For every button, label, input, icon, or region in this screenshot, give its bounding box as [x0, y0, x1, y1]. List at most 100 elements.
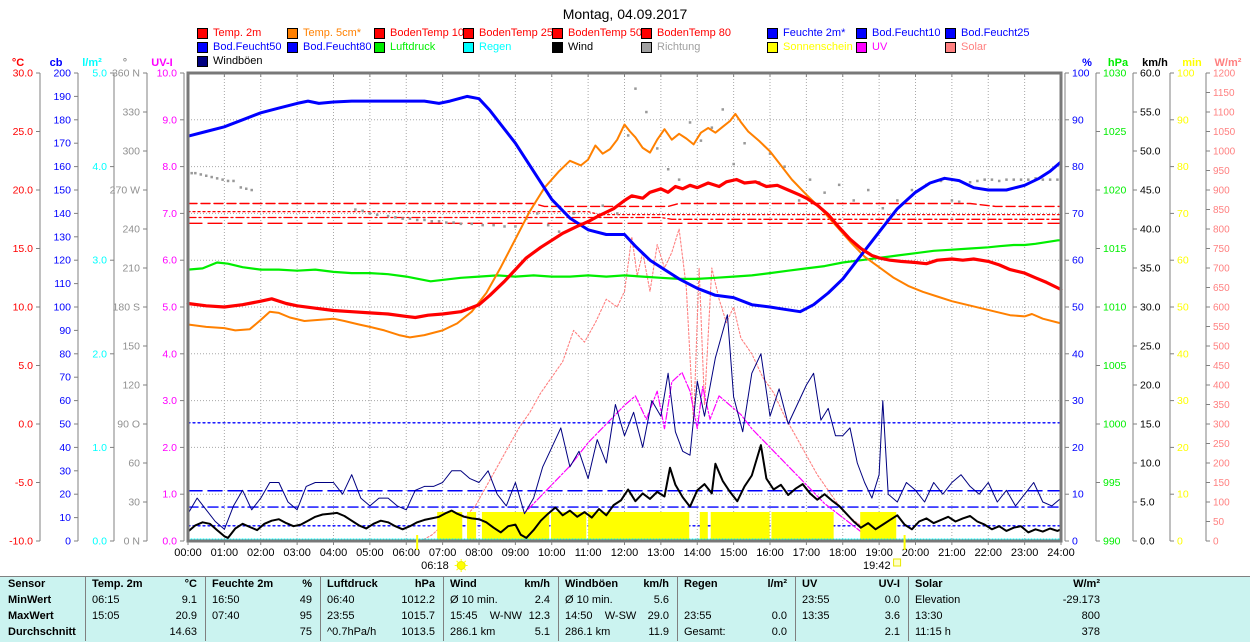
cell-value: 5.6 — [653, 594, 669, 606]
axis-tick-label: 30 — [1177, 395, 1189, 407]
axis-tick-label: 4.0 — [162, 348, 177, 360]
axis-tick-label: 0 — [1213, 537, 1219, 548]
x-axis: 00:00 01:00 02:00 03:00 04:00 05:00 06:00 07:00… — [174, 73, 1075, 559]
page-title: Montag, 04.09.2017 — [562, 6, 688, 22]
axis-tick-label: 330 — [122, 107, 140, 119]
legend-label: Wind — [568, 41, 594, 53]
axis-tick-label: -5.0 — [15, 477, 33, 489]
dot — [957, 200, 961, 203]
dot — [1005, 178, 1008, 181]
x-tick-label: 15:00 — [720, 547, 748, 559]
legend-swatch-icon — [197, 42, 208, 53]
cell-value: UV-I — [878, 578, 900, 590]
bar — [771, 511, 834, 540]
legend-swatch-icon — [374, 28, 385, 39]
dot — [710, 126, 714, 129]
cell-label: Ø 10 min. — [565, 594, 613, 606]
cell-feuchte-2m: Feuchte 2m% — [205, 577, 320, 593]
bar — [710, 511, 770, 540]
cell-label: Luftdruck — [327, 578, 378, 590]
cell-luftdruck: 06:40 1012.2 — [320, 593, 443, 609]
dot — [354, 208, 357, 211]
axis-title-pct: % — [1082, 57, 1092, 69]
cell-value: km/h — [524, 578, 550, 590]
series-line — [186, 239, 1063, 283]
cell-value: l/m² — [767, 578, 787, 590]
cell-regen: Gesamt: 0.0 — [677, 625, 795, 641]
series-temp2m — [186, 177, 1063, 320]
series-uv — [187, 371, 1062, 542]
series-line — [187, 210, 1062, 216]
dot — [997, 179, 1001, 183]
cell-label: Feuchte 2m — [212, 578, 274, 590]
dot — [452, 221, 455, 224]
cell-value: 11.9 — [648, 626, 669, 638]
x-tick-label: 09:00 — [502, 547, 530, 559]
series-line — [187, 314, 1062, 530]
axis-tick-label: 7.0 — [162, 208, 177, 220]
axis-tick-label: 150 — [122, 341, 140, 353]
dot — [688, 121, 692, 124]
x-tick-label: 16:00 — [756, 547, 784, 559]
x-tick-label: 18:00 — [829, 547, 857, 559]
row-header: MinWert — [8, 594, 52, 606]
x-tick-label: 01:00 — [211, 547, 239, 559]
axis-dir: ° 0 N 30 60 90 O 120 150 180 S 210 240 270 W 300 330… — [110, 57, 148, 548]
cell-uv: 2.1 — [795, 625, 908, 641]
dot — [808, 178, 812, 181]
series-line — [187, 371, 1062, 542]
legend-item-wind: Wind — [552, 42, 593, 53]
cell-label: 13:35 — [802, 610, 830, 622]
x-tick-label: 10:00 — [538, 547, 566, 559]
legend-label: Feuchte 2m* — [783, 27, 846, 39]
series-temp5cm — [187, 112, 1062, 339]
cell-value: 14.63 — [169, 626, 197, 638]
cell-regen: 23:55 0.0 — [677, 609, 795, 625]
dot — [415, 218, 419, 222]
legend-swatch-icon — [767, 28, 778, 39]
axis-tick-label: 60 — [59, 395, 71, 407]
axis-tick-label: 90 — [59, 325, 71, 337]
cell-value: 378 — [1081, 626, 1100, 638]
dot — [783, 165, 786, 168]
axis-tick-label: 1050 — [1213, 127, 1236, 138]
axis-uvi: UV-I 0.0 1.0 2.0 3.0 4.0 5.0 6.0 7.0 8.0 9.0 10.0 — [151, 57, 185, 548]
axis-tick-label: 40 — [1072, 348, 1084, 360]
cell-label: Temp. 2m — [92, 578, 143, 590]
bar — [588, 511, 690, 540]
cell-label: ^0.7hPa/h — [327, 626, 377, 638]
cell-wind: Wind km/h — [443, 577, 558, 593]
axis-tick-label: 80 — [1177, 161, 1189, 173]
dot — [677, 178, 681, 181]
bar — [860, 511, 897, 540]
cell-solar: Solar W/m² — [908, 577, 1250, 593]
x-tick-label: 02:00 — [247, 547, 275, 559]
axis-tick-label: 6.0 — [162, 255, 177, 267]
dot — [721, 108, 725, 111]
table-row: MinWert 06:15 9.1 16:50 49 06:40 1012.2 Ø 10 mi… — [0, 593, 1250, 609]
legend-item-bodentemp-80: BodenTemp 80 — [641, 28, 731, 39]
legend-label: UV — [872, 41, 888, 53]
dot — [743, 142, 746, 145]
axis-tick-label: 70 — [1072, 208, 1084, 220]
axis-tick-label: 50 — [1177, 302, 1189, 314]
legend-item-richtung: Richtung — [641, 42, 700, 53]
dot — [656, 147, 659, 150]
cell-label: 286.1 km — [450, 626, 496, 638]
axis-degc: °C -10.0 -5.0 0.0 5.0 10.0 15.0 20.0 25.0 30.0 — [9, 57, 41, 548]
axis-tick-label: 80 — [59, 348, 71, 360]
cell-value: 1013.5 — [401, 626, 435, 638]
dot — [361, 209, 364, 213]
axis-tick-label: 500 — [1213, 342, 1230, 353]
cell-value: W/m² — [1073, 578, 1100, 590]
dot — [910, 188, 914, 192]
axis-tick-label: 50 — [59, 419, 71, 431]
cell-regen — [677, 593, 795, 609]
cell-value: 800 — [1081, 610, 1100, 622]
axis-tick-label: 2.0 — [162, 442, 177, 454]
legend-item-bodentemp-25: BodenTemp 25 — [463, 28, 553, 39]
dot — [199, 173, 203, 176]
axis-tick-label: 120 — [53, 255, 71, 267]
series-richtung — [190, 87, 1059, 233]
axis-tick-label: 150 — [53, 185, 71, 197]
